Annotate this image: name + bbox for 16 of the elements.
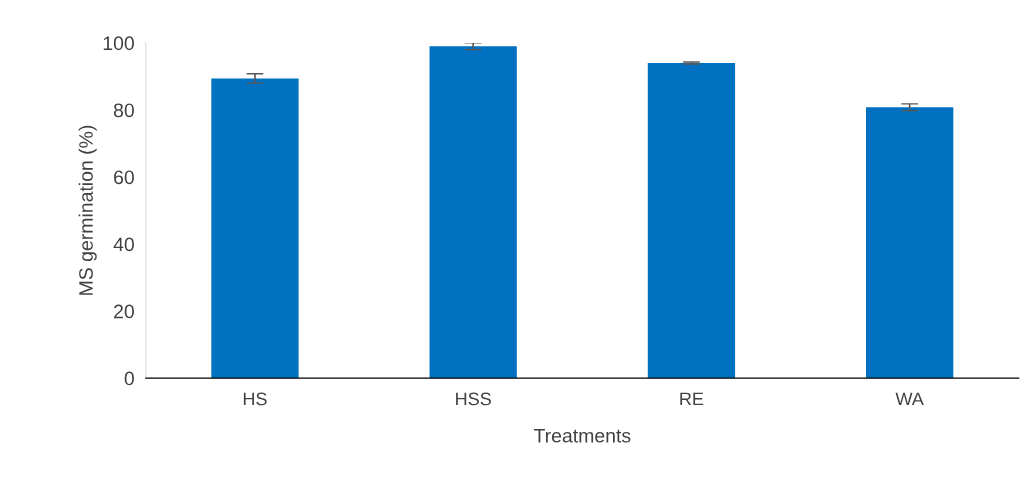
- y-tick-label: 100: [103, 36, 134, 51]
- x-tick-label: WA: [895, 392, 924, 406]
- y-tick-label: 20: [114, 304, 134, 319]
- x-tick-label: RE: [680, 392, 704, 406]
- y-tick-label: 80: [113, 103, 134, 118]
- bar: [647, 63, 736, 379]
- x-axis-title: Treatments: [533, 429, 631, 443]
- y-tick-label: 60: [114, 170, 134, 185]
- y-tick-label: 0: [124, 371, 134, 386]
- y-axis-title: MS germination (%): [78, 125, 97, 295]
- x-tick-label: HSS: [456, 392, 491, 406]
- x-tick-label: HS: [243, 392, 267, 406]
- bar: [211, 78, 299, 379]
- bar: [429, 46, 517, 379]
- bar: [866, 107, 954, 379]
- y-tick-label: 40: [113, 237, 134, 252]
